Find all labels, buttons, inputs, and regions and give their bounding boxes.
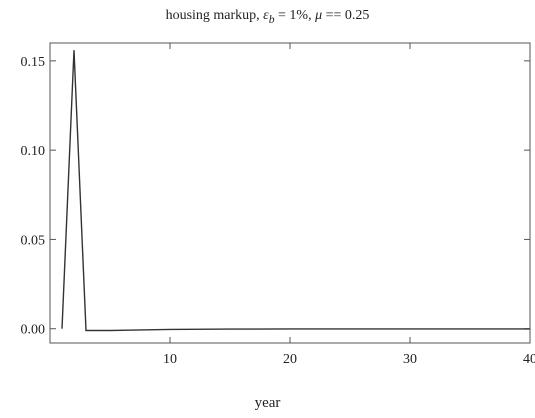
- y-tick-label: 0.05: [21, 233, 46, 248]
- title-mid: = 1%,: [274, 8, 316, 23]
- x-tick-label: 40: [523, 352, 535, 367]
- title-epsilon: ε: [263, 8, 269, 23]
- title-mu: μ: [315, 8, 323, 23]
- x-axis-label: year: [254, 395, 281, 411]
- series-line: [61, 50, 530, 332]
- title-suffix: == 0.25: [322, 8, 370, 23]
- x-tick-label: 20: [283, 352, 297, 367]
- y-tick-label: 0.00: [21, 323, 46, 338]
- title-prefix: housing markup,: [165, 8, 264, 23]
- y-axis-ticks: 0.00 0.05 0.10 0.15: [21, 55, 530, 338]
- x-tick-label: 10: [163, 352, 177, 367]
- x-tick-label: 30: [403, 352, 417, 367]
- series-group: [61, 50, 530, 332]
- x-axis-ticks: 10 20 30 40: [163, 43, 535, 367]
- chart-title: housing markup, εb = 1%, μ == 0.25: [0, 8, 535, 26]
- title-epsilon-subscript: b: [268, 12, 275, 26]
- y-tick-label: 0.15: [21, 55, 46, 70]
- y-tick-label: 0.10: [21, 144, 46, 159]
- plot-frame: [49, 42, 531, 344]
